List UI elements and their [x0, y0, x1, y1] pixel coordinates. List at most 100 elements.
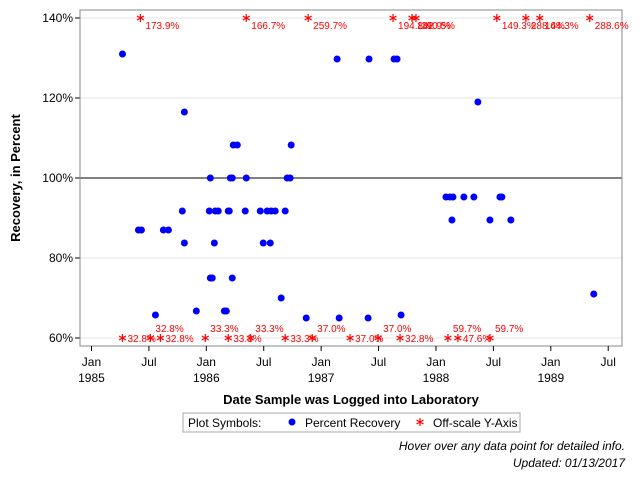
x-tick-label: Jul — [256, 355, 271, 369]
data-label: 47.6% — [463, 334, 491, 345]
data-point — [192, 307, 200, 315]
data-point — [210, 239, 218, 247]
data-point — [287, 141, 295, 149]
data-point — [470, 193, 478, 201]
data-point — [233, 141, 241, 149]
data-point — [206, 174, 214, 182]
data-point — [159, 226, 167, 234]
x-tick-label: Jan 1989 — [537, 355, 564, 385]
y-tick-label: 120% — [42, 91, 73, 105]
data-point — [277, 294, 285, 302]
off-scale-marker — [118, 334, 127, 342]
plot-frame — [79, 9, 623, 347]
data-point — [164, 226, 172, 234]
data-point — [241, 207, 249, 215]
off-scale-marker — [201, 334, 210, 342]
x-tick-label: Jul — [486, 355, 501, 369]
data-label: 288.6% — [531, 21, 565, 32]
data-label: 142.9% — [417, 21, 451, 32]
data-point — [590, 290, 598, 298]
x-tick-label: Jan 1985 — [78, 355, 105, 385]
data-point — [259, 239, 267, 247]
x-tick-label: Jul — [371, 355, 386, 369]
data-point — [286, 174, 294, 182]
data-point — [281, 207, 289, 215]
off-scale-marker — [281, 334, 289, 342]
x-tick-label: Jan 1986 — [193, 355, 220, 385]
legend-marker — [288, 418, 296, 426]
data-label: 33.3% — [210, 324, 238, 335]
x-tick-label: Jul — [601, 355, 616, 369]
data-label: 288.6% — [595, 21, 629, 32]
off-scale-marker — [522, 14, 530, 22]
data-point — [256, 207, 264, 215]
off-scale-marker — [493, 14, 501, 22]
footnote: Hover over any data point for detailed i… — [399, 439, 625, 453]
data-label: 173.9% — [145, 21, 179, 32]
data-point — [178, 207, 186, 215]
legend-label: Off-scale Y-Axis — [433, 416, 517, 430]
data-point — [225, 207, 233, 215]
y-axis-label: Recovery, in Percent — [8, 114, 23, 242]
off-scale-marker — [308, 334, 316, 342]
legend-box — [182, 412, 521, 433]
data-label: 32.8% — [127, 334, 155, 345]
off-scale-marker — [156, 334, 165, 342]
x-tick-label: Jan 1987 — [308, 355, 335, 385]
data-label: 166.7% — [251, 21, 285, 32]
x-axis-label: Date Sample was Logged into Laboratory — [223, 392, 479, 407]
data-point — [397, 311, 405, 319]
data-point — [302, 314, 310, 322]
data-label: 59.7% — [453, 324, 481, 335]
data-point — [180, 108, 188, 116]
data-label: 37.0% — [317, 324, 345, 335]
off-scale-marker — [246, 334, 255, 342]
data-point — [137, 226, 145, 234]
data-point — [208, 274, 216, 282]
x-tick-label: Jul — [141, 355, 156, 369]
data-label: 144.3% — [545, 21, 579, 32]
data-label: 32.8% — [155, 324, 183, 335]
off-scale-marker — [412, 14, 420, 22]
off-scale-marker — [389, 14, 397, 22]
data-point — [449, 193, 457, 201]
data-label: 33.3% — [255, 324, 283, 335]
off-scale-marker — [396, 334, 404, 342]
y-tick-label: 80% — [49, 251, 73, 265]
y-tick-label: 100% — [42, 171, 73, 185]
off-scale-marker — [146, 334, 155, 342]
legend-label: Percent Recovery — [305, 416, 400, 430]
data-point — [335, 314, 343, 322]
off-scale-marker — [585, 14, 594, 22]
data-point — [228, 174, 236, 182]
y-tick-label: 140% — [42, 11, 73, 25]
off-scale-marker — [444, 334, 452, 342]
data-point — [393, 55, 401, 63]
data-point — [222, 307, 230, 315]
off-scale-marker — [416, 418, 424, 426]
off-scale-marker — [486, 334, 494, 342]
data-label: 194.8% — [398, 21, 432, 32]
data-point — [486, 216, 494, 224]
x-tick-label: Jan 1988 — [423, 355, 450, 385]
off-scale-marker — [136, 14, 145, 22]
data-point — [205, 207, 213, 215]
data-point — [333, 55, 341, 63]
data-point — [498, 193, 506, 201]
data-point — [365, 55, 373, 63]
off-scale-marker — [374, 334, 382, 342]
off-scale-marker — [224, 334, 233, 342]
footnote: Updated: 01/13/2017 — [513, 456, 626, 470]
data-label: 32.8% — [165, 334, 193, 345]
off-scale-marker — [242, 14, 251, 22]
data-point — [460, 193, 468, 201]
data-point — [507, 216, 515, 224]
data-label: 259.7% — [313, 21, 347, 32]
data-point — [474, 98, 482, 106]
legend-title: Plot Symbols: — [188, 416, 261, 430]
data-point — [118, 50, 126, 58]
data-point — [228, 274, 236, 282]
data-point — [242, 174, 250, 182]
off-scale-marker — [454, 334, 462, 342]
